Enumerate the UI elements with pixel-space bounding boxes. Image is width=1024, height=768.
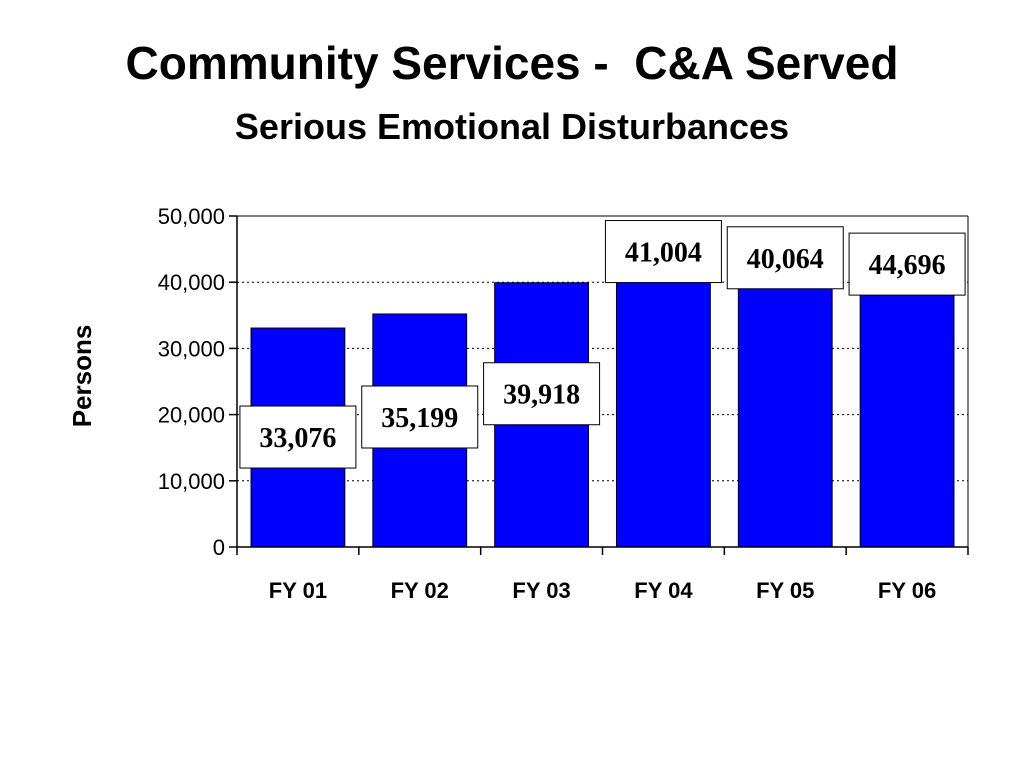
y-tick-label: 30,000 [158,336,225,361]
data-label: 39,918 [503,380,580,411]
chart-subtitle: Serious Emotional Disturbances [234,106,790,147]
bar-fy-05 [737,281,833,548]
x-tick-label: FY 02 [391,578,449,603]
data-label-box [239,405,357,469]
data-label: 41,004 [625,238,702,269]
data-label-box [483,362,601,426]
y-tick-label: 10,000 [158,469,225,494]
bar-fy-06 [859,250,955,548]
data-label-box [726,226,844,290]
data-label: 44,696 [869,250,946,281]
x-tick-label: FY 01 [269,578,327,603]
data-label: 33,076 [259,423,336,454]
x-tick-label: FY 04 [634,578,693,603]
x-tick-label: FY 03 [512,578,570,603]
data-label-box [848,232,966,296]
data-label: 40,064 [747,244,824,275]
x-tick-label: FY 06 [878,578,936,603]
y-tick-label: 20,000 [158,403,225,428]
y-tick-label: 0 [213,535,225,560]
y-tick-label: 40,000 [158,270,225,295]
chart-title: Community Services - C&A Served [125,37,899,89]
x-tick-label: FY 05 [756,578,814,603]
data-label-box [604,220,722,284]
data-label-box [361,385,479,449]
data-label: 35,199 [381,403,458,434]
bar-fy-04 [616,275,711,548]
y-tick-label: 50,000 [158,204,225,229]
y-axis-label: Persons [67,325,97,428]
